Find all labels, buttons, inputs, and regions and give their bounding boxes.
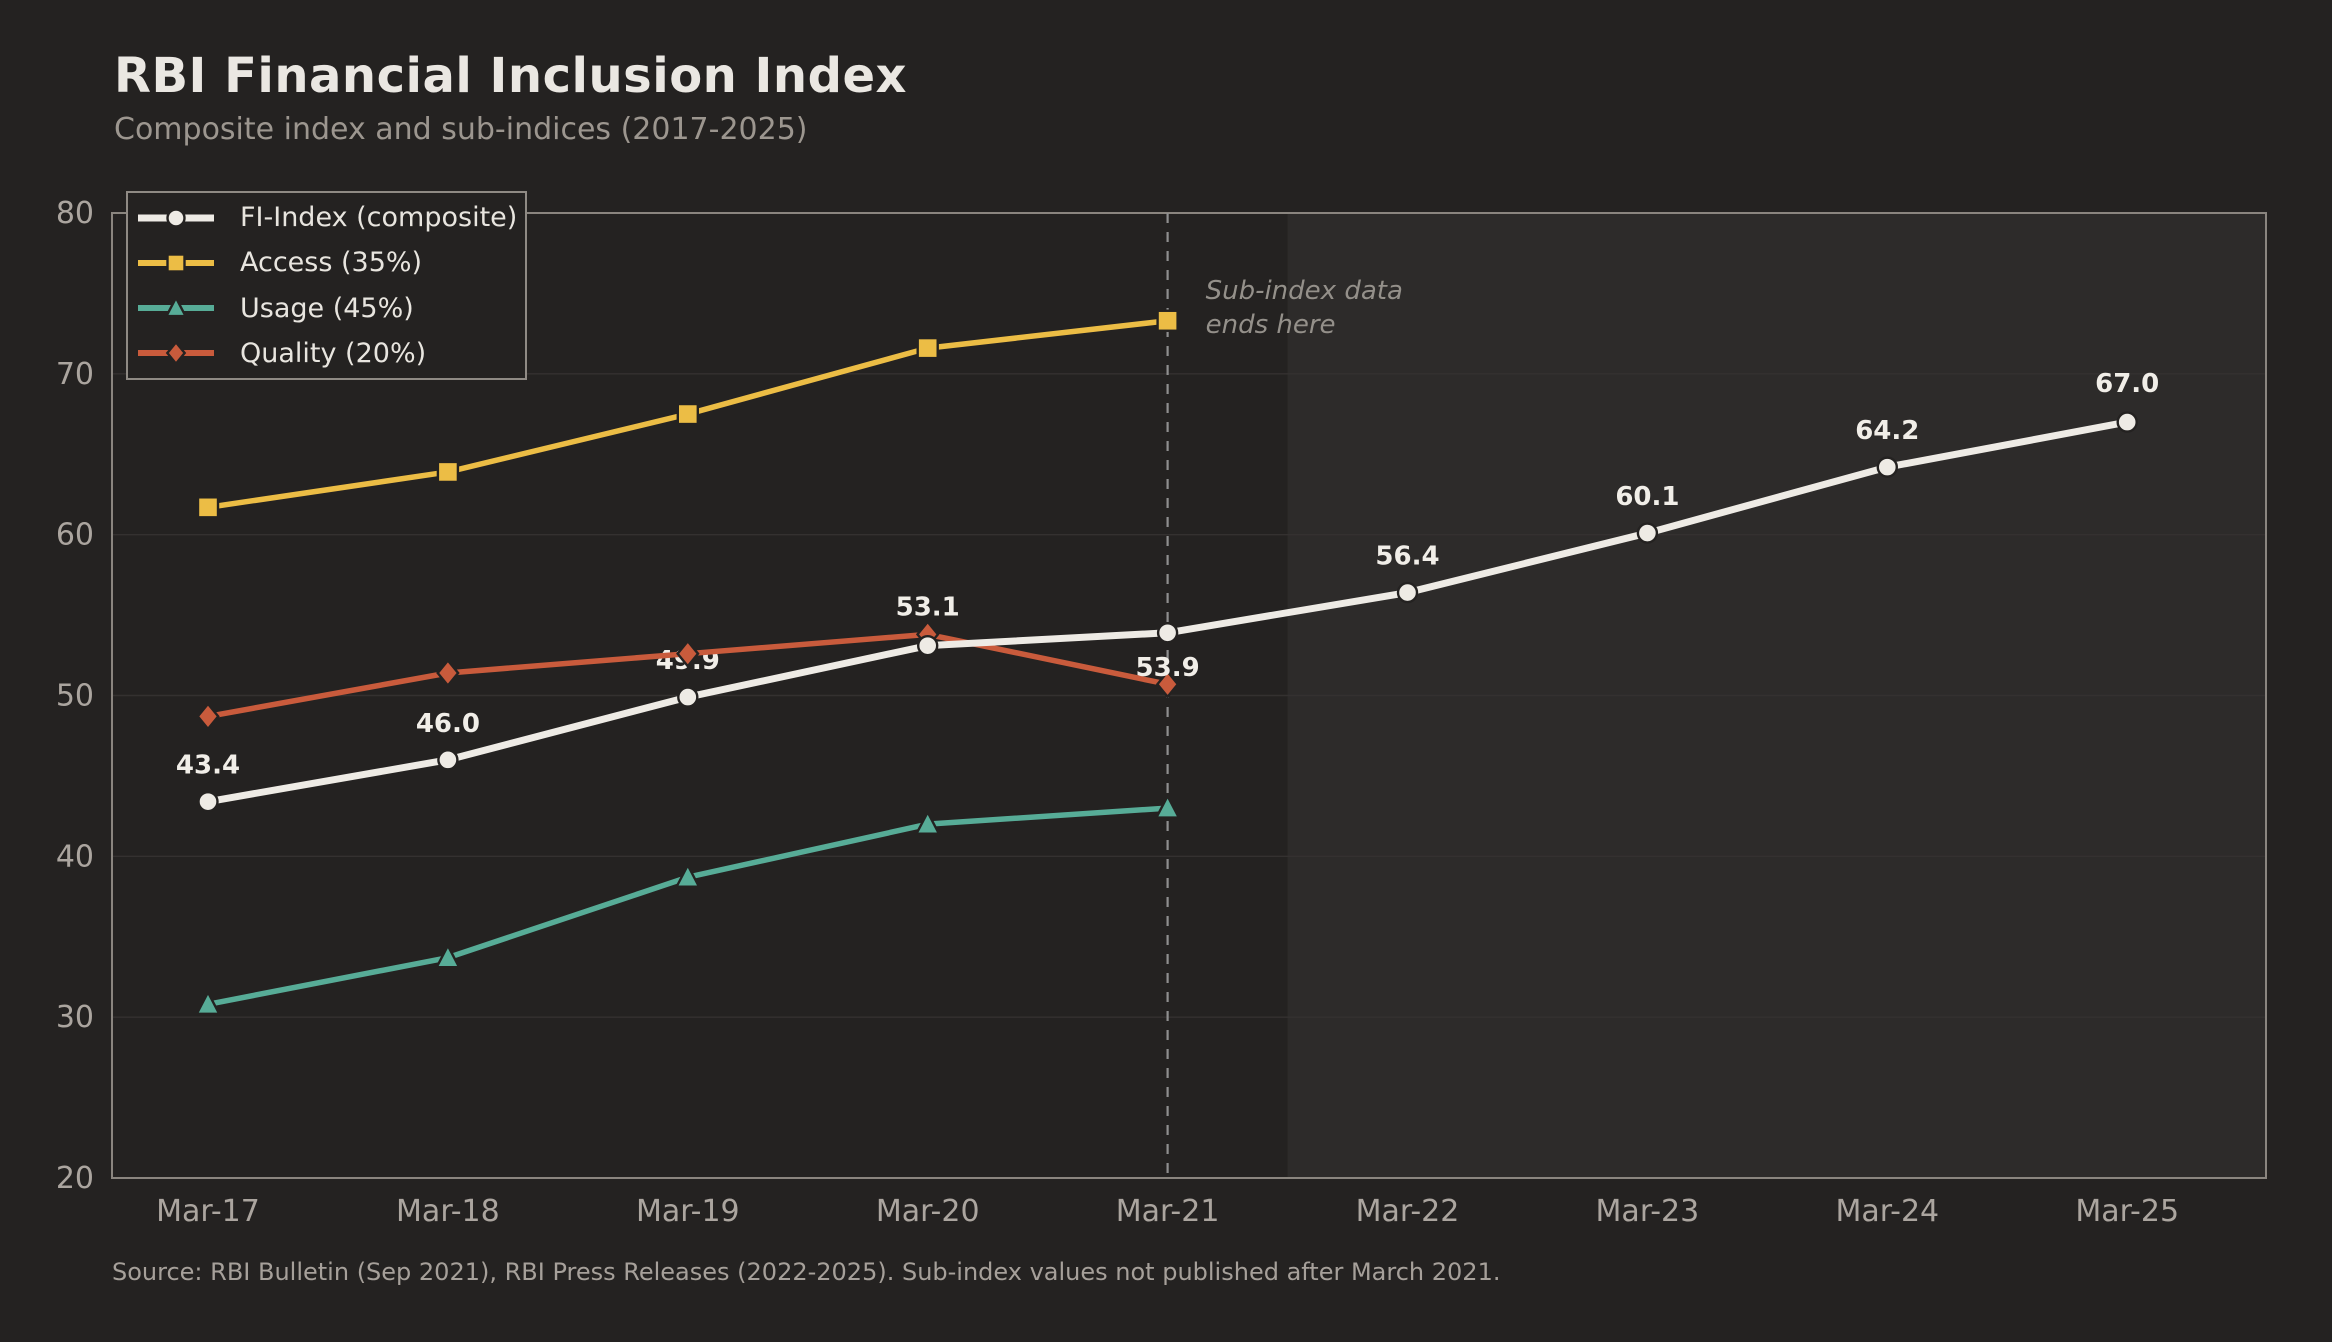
series-usage-45 [194, 793, 1181, 1015]
source-note: Source: RBI Bulletin (Sep 2021), RBI Pre… [112, 1258, 1501, 1286]
access-35-marker [196, 496, 220, 519]
quality-20-marker [196, 702, 220, 731]
x-tick-label: Mar-17 [156, 1194, 260, 1229]
y-tick-label: 30 [56, 1000, 94, 1035]
usage-45-marker [674, 862, 701, 888]
usage-45-marker [914, 809, 941, 835]
y-tick-label: 50 [56, 679, 94, 714]
access-35-legend-marker [166, 253, 186, 273]
legend-label: Access (35%) [240, 247, 423, 279]
legend: FI-Index (composite) Access (35%) Usage (4… [126, 191, 527, 380]
fi-index-composite-marker [2116, 411, 2138, 433]
x-tick-label: Mar-20 [876, 1194, 980, 1229]
legend-item-fi-index-composite: FI-Index (composite) [128, 195, 525, 240]
fi-index-composite-legend-marker-icon [138, 207, 214, 228]
fi-index-composite-marker [1636, 522, 1659, 544]
legend-item-quality-20: Quality (20%) [128, 331, 525, 376]
x-tick-label: Mar-19 [636, 1194, 740, 1229]
fi-index-composite-marker [677, 686, 699, 708]
access-35-legend-marker-icon [138, 253, 214, 273]
point-label: 64.2 [1855, 416, 1919, 446]
y-tick-label: 80 [56, 196, 94, 231]
fi-index-composite-marker [1876, 456, 1899, 478]
y-tick-label: 40 [56, 839, 94, 874]
x-tick-label: Mar-25 [2075, 1194, 2179, 1229]
fi-index-composite-marker [437, 749, 459, 771]
chart-subtitle: Composite index and sub-indices (2017-20… [114, 112, 808, 147]
plot-border [111, 212, 2267, 1179]
y-tick-label: 70 [56, 357, 94, 392]
access-35-marker [676, 402, 699, 426]
legend-label: Usage (45%) [240, 292, 414, 324]
fi-index-composite-marker [1156, 622, 1179, 644]
quality-20-legend-marker-icon [138, 340, 214, 366]
x-tick-label: Mar-22 [1356, 1194, 1460, 1229]
access-35-marker [436, 460, 460, 484]
series-fi-index-composite [197, 411, 2138, 813]
usage-45-legend-marker [164, 295, 188, 318]
access-35-marker [1156, 309, 1179, 332]
series-access-35 [196, 309, 1179, 519]
y-tick-label: 60 [56, 518, 94, 553]
usage-45-legend-marker-icon [138, 295, 214, 318]
quality-20-legend-marker [165, 340, 187, 366]
usage-45-marker [434, 943, 462, 969]
x-tick-label: Mar-24 [1835, 1194, 1939, 1229]
point-label: 46.0 [416, 709, 480, 739]
y-tick-label: 20 [56, 1161, 94, 1196]
chart-title: RBI Financial Inclusion Index [114, 48, 907, 104]
point-label: 67.0 [2095, 369, 2159, 399]
x-tick-label: Mar-18 [396, 1194, 500, 1229]
quality-20-marker [676, 639, 700, 669]
fi-index-composite-marker [197, 790, 219, 813]
usage-45-marker [1154, 793, 1181, 819]
quality-20-marker [436, 658, 460, 688]
point-label: 56.4 [1375, 542, 1439, 572]
quality-20-marker [1155, 669, 1180, 699]
fi-index-composite-legend-marker [166, 207, 186, 228]
point-labels: 43.4 46.0 53.1 53.9 56.4 60.1 64.2 67.0 [176, 369, 2159, 781]
fi-index-composite-marker [1396, 581, 1419, 604]
fi-index-composite-marker [917, 634, 939, 657]
series-lines [194, 309, 2138, 1015]
point-label: 60.1 [1615, 482, 1679, 512]
access-35-marker [916, 336, 939, 360]
point-label: 53.1 [896, 593, 960, 623]
legend-label: FI-Index (composite) [240, 202, 518, 234]
series-line-usage-45 [205, 805, 1171, 1008]
x-tick-label: Mar-21 [1116, 1194, 1220, 1229]
legend-label: Quality (20%) [240, 337, 427, 369]
point-label: 53.9 [1136, 653, 1200, 683]
usage-45-marker [194, 989, 222, 1015]
chart-header: RBI Financial Inclusion Index Composite … [114, 48, 907, 147]
x-tick-label: Mar-23 [1596, 1194, 1700, 1229]
point-label: 43.4 [176, 751, 240, 781]
annotation-text: ends here [1206, 310, 1336, 340]
legend-item-access-35: Access (35%) [128, 240, 525, 285]
legend-item-usage-45: Usage (45%) [128, 286, 525, 331]
annotation-text: Sub-index data [1206, 276, 1403, 306]
